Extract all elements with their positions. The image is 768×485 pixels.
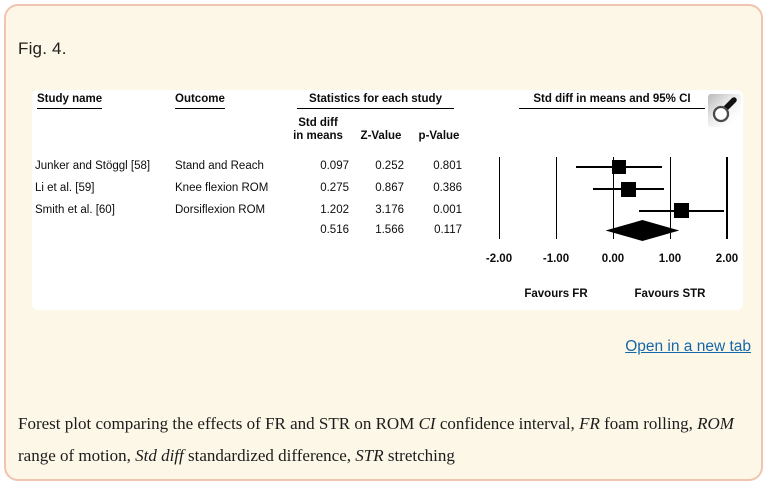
caption-text: stretching — [383, 446, 455, 465]
caption-text: range of motion, — [18, 446, 136, 465]
axis-tick-label: 2.00 — [715, 253, 739, 265]
favours-label: Favours STR — [634, 288, 706, 300]
caption-abbr: ROM — [697, 414, 734, 433]
subheader-std-diff-line2: in means — [293, 130, 343, 142]
subheader-p-value: p-Value — [418, 130, 460, 142]
gridline — [726, 157, 728, 239]
caption-text: standardized difference, — [183, 446, 356, 465]
p-value: 0.801 — [433, 160, 462, 172]
gridline — [612, 157, 614, 239]
axis-tick-label: -1.00 — [542, 253, 570, 265]
col-header-outcome: Outcome — [175, 93, 225, 109]
subheader-std-diff-line1: Std diff — [298, 117, 338, 129]
magnifier-icon — [712, 97, 737, 123]
study-name: Junker and Stöggl [58] — [35, 160, 151, 172]
col-header-ci: Std diff in means and 95% CI — [519, 93, 705, 109]
figure-label: Fig. 4. — [18, 39, 67, 58]
summary-diamond — [605, 220, 680, 241]
caption-text: confidence interval, — [435, 414, 580, 433]
summary-p-value: 0.117 — [434, 224, 462, 236]
std-diff-value: 1.202 — [320, 204, 349, 216]
effect-square — [621, 181, 637, 197]
summary-z-value: 1.566 — [375, 224, 404, 236]
study-outcome: Stand and Reach — [175, 160, 264, 172]
figure-caption: Forest plot comparing the effects of FR … — [18, 408, 760, 472]
subheader-std-diff: Std diff in means — [287, 117, 349, 143]
axis-tick-label: 1.00 — [658, 253, 682, 265]
figure-card: Fig. 4. Study name Outcome Statistics fo… — [4, 4, 763, 481]
gridline — [498, 157, 500, 239]
col-header-statistics: Statistics for each study — [297, 93, 454, 109]
p-value: 0.001 — [433, 204, 462, 216]
axis-tick-label: 0.00 — [601, 253, 625, 265]
study-outcome: Knee flexion ROM — [175, 182, 269, 194]
p-value: 0.386 — [433, 182, 462, 194]
study-name: Smith et al. [60] — [35, 204, 115, 216]
caption-abbr: FR — [579, 414, 600, 433]
summary-std-diff: 0.516 — [320, 224, 349, 236]
forest-plot: -2.00 -1.00 0.00 1.00 2.00 Favours FR Favours … — [32, 90, 743, 310]
z-value: 0.867 — [375, 182, 404, 194]
caption-abbr: Std diff — [135, 446, 184, 465]
gridline — [669, 157, 671, 239]
gridline — [555, 157, 557, 239]
favours-label: Favours FR — [524, 288, 588, 300]
study-name: Li et al. [59] — [35, 182, 95, 194]
z-value: 0.252 — [375, 160, 404, 172]
effect-square — [674, 203, 689, 218]
open-in-new-tab-link[interactable]: Open in a new tab — [625, 338, 751, 355]
z-value: 3.176 — [375, 204, 404, 216]
std-diff-value: 0.275 — [320, 182, 349, 194]
magnifier-button[interactable] — [708, 94, 741, 127]
subheader-z-value: Z-Value — [360, 130, 402, 142]
col-header-study-name: Study name — [37, 93, 103, 109]
study-outcome: Dorsiflexion ROM — [175, 204, 266, 216]
figure-image[interactable]: Study name Outcome Statistics for each s… — [32, 90, 743, 310]
axis-tick-label: -2.00 — [485, 253, 513, 265]
caption-text: Forest plot comparing the effects of FR … — [18, 414, 419, 433]
caption-abbr: CI — [418, 414, 436, 433]
std-diff-value: 0.097 — [320, 160, 349, 172]
caption-abbr: STR — [355, 446, 384, 465]
effect-square — [611, 160, 626, 174]
caption-text: foam rolling, — [599, 414, 698, 433]
